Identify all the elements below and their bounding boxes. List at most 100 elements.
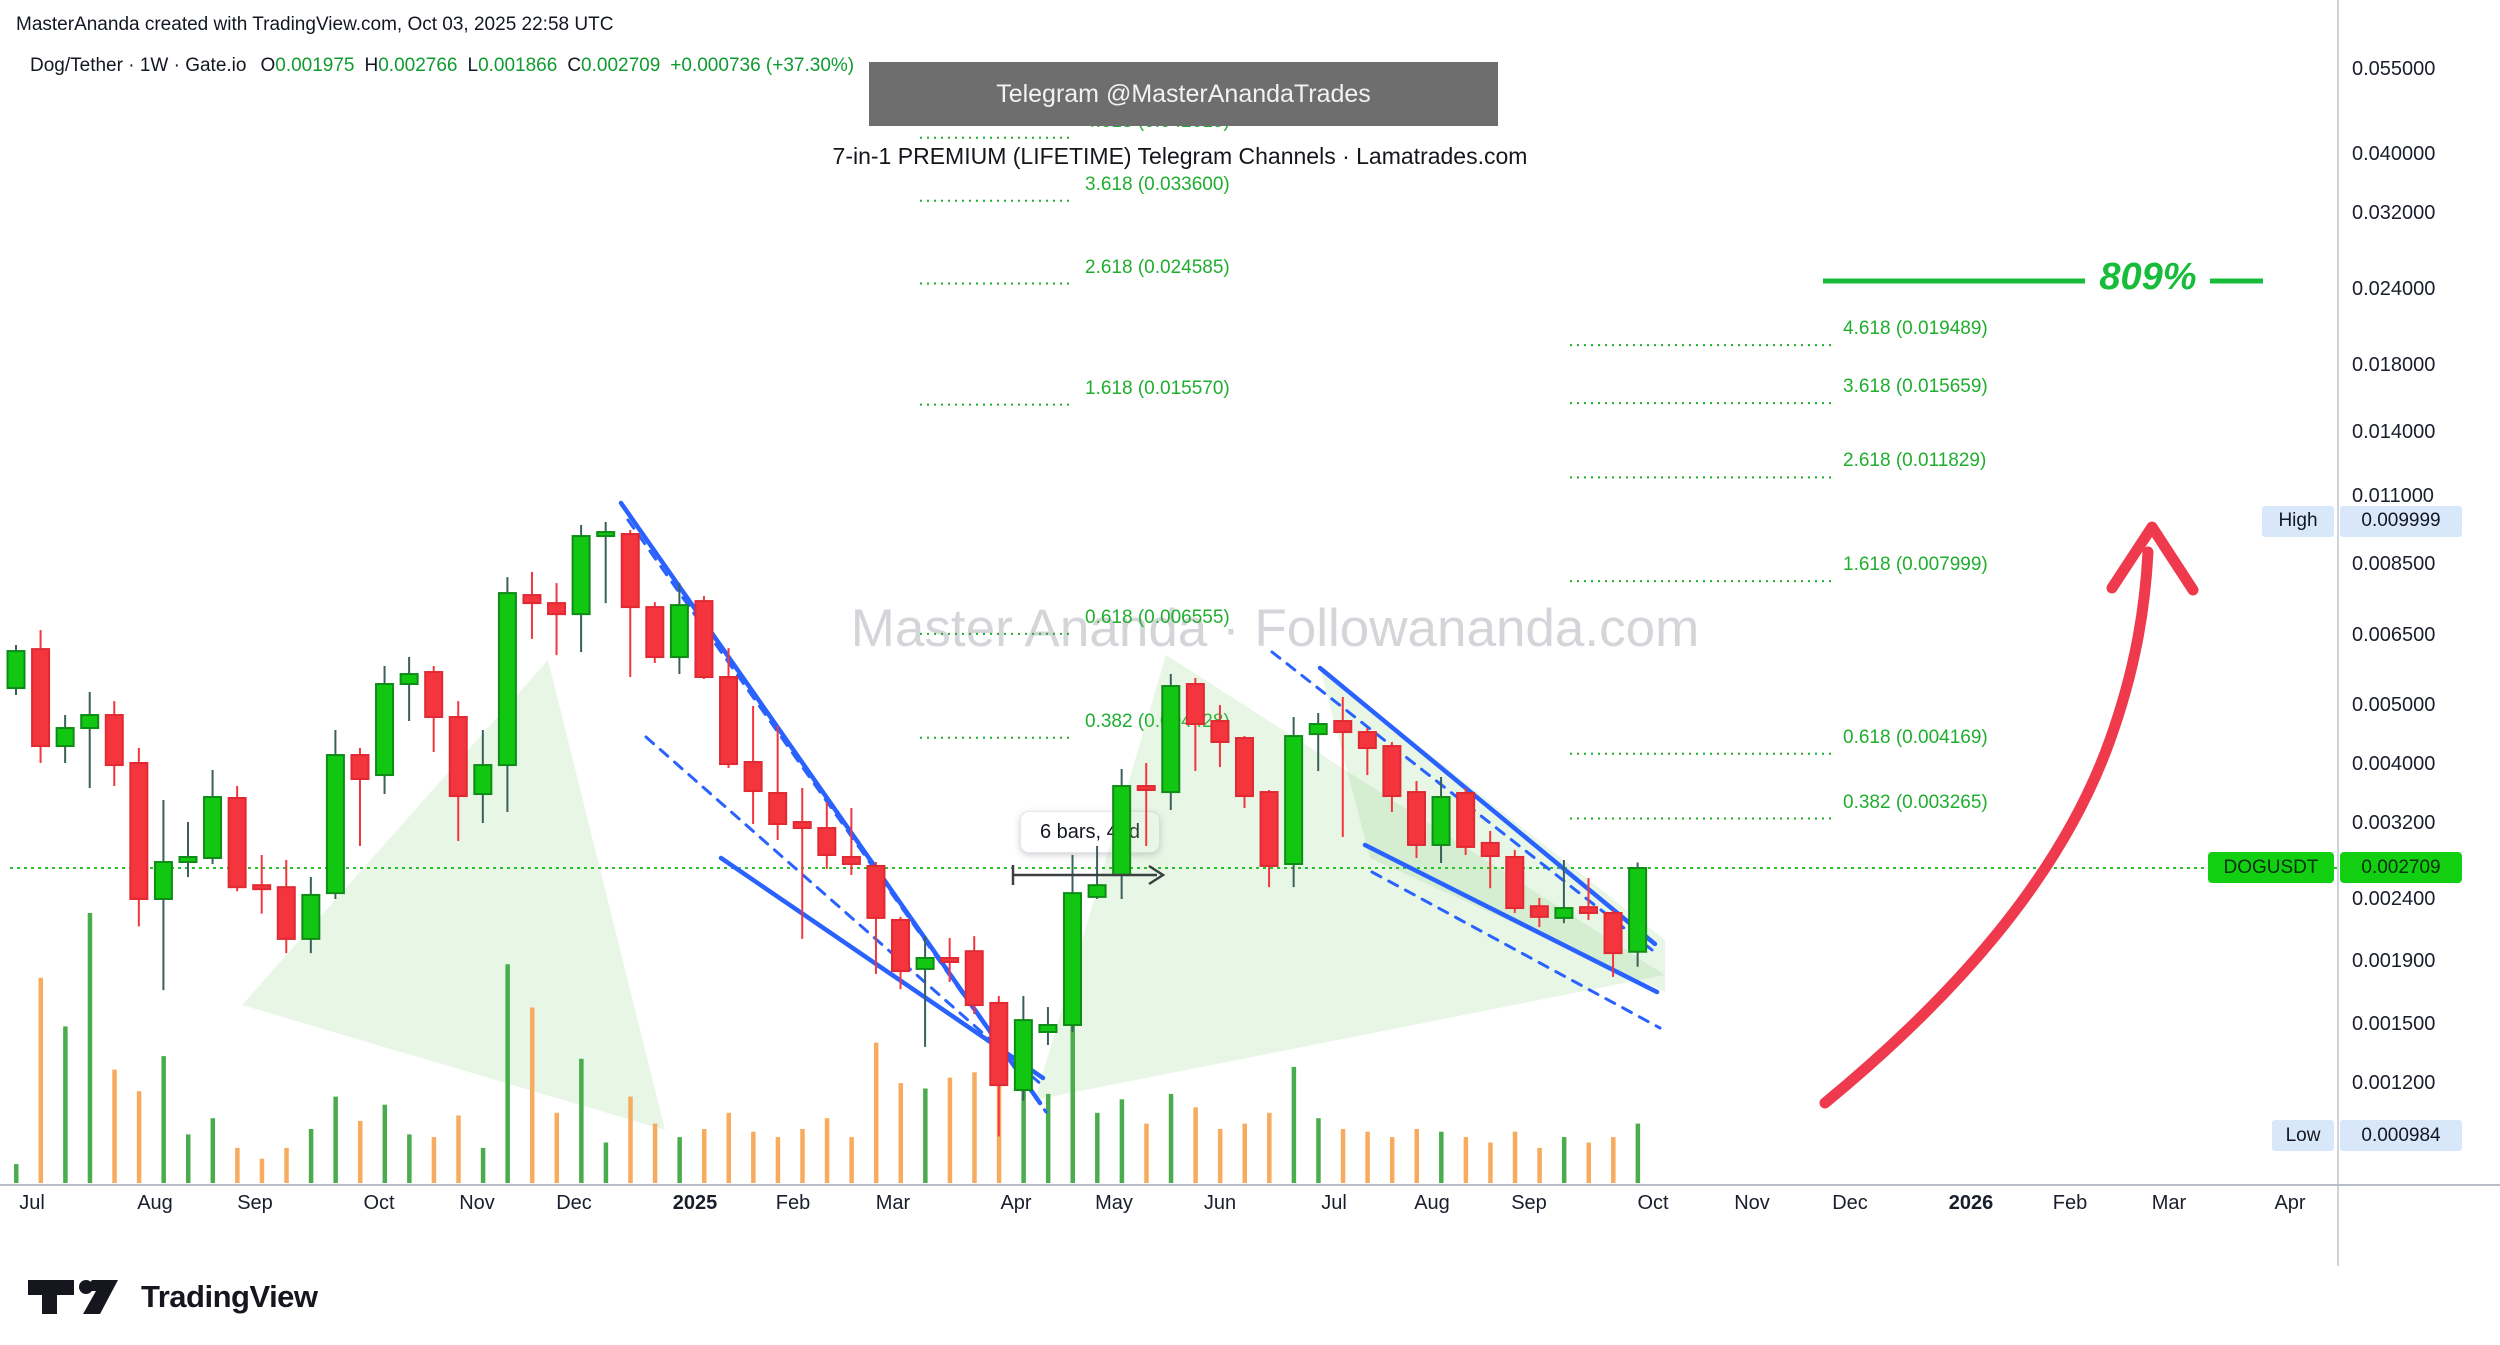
candle-down (964, 950, 984, 1007)
candle-up (1431, 796, 1451, 846)
candle-down (104, 714, 124, 767)
candle-up (497, 592, 517, 767)
volume-bar (579, 1058, 584, 1183)
candle-down (694, 600, 714, 679)
trendline-solid (1362, 842, 1660, 995)
volume-bar (333, 1096, 338, 1183)
volume-bar (1168, 1093, 1174, 1183)
candle-down (989, 1001, 1009, 1087)
candle-down (1210, 720, 1230, 744)
volume-bar (800, 1129, 805, 1183)
volume-bar (972, 1072, 977, 1183)
volume-bar (873, 1042, 879, 1183)
volume-bar (1119, 1099, 1125, 1183)
volume-bar (38, 977, 44, 1183)
candle-up (55, 727, 75, 748)
candle-up (1284, 735, 1304, 866)
volume-bar (554, 1112, 560, 1183)
volume-bar (1365, 1131, 1370, 1183)
time-axis-tick: Oct (363, 1192, 395, 1214)
volume-bar (1217, 1129, 1223, 1183)
volume-bar (235, 1147, 240, 1183)
candle-up (1038, 1023, 1058, 1033)
volume-bar (1512, 1131, 1518, 1183)
time-axis-tick: Mar (875, 1192, 911, 1214)
price-axis-tick: 0.002400 (2352, 888, 2436, 911)
time-axis-tick: May (1095, 1192, 1133, 1214)
symbol-title[interactable]: Dog/Tether · 1W · Gate.io (30, 55, 247, 76)
fib-right-level-label: 2.618 (0.011829) (1843, 450, 1987, 472)
candle-up (669, 604, 689, 659)
volume-bar (677, 1137, 682, 1183)
candle-down (1136, 785, 1156, 792)
volume-bar (1537, 1147, 1542, 1183)
candle-down (719, 676, 739, 766)
fib-right-level-label: 0.618 (0.004169) (1843, 726, 1988, 748)
telegram-banner-text: Telegram @MasterAnandaTrades (996, 79, 1371, 108)
ohlc-key: C (567, 55, 582, 76)
time-axis-tick: Sep (237, 1192, 273, 1214)
time-axis-tick: Feb (775, 1192, 811, 1214)
volume-bar (357, 1120, 363, 1183)
ohlc-value: 0.002709 (581, 55, 661, 76)
tradingview-logo-text: TradingView (141, 1279, 318, 1314)
price-axis-tick: 0.003200 (2352, 811, 2436, 834)
volume-bar (1561, 1137, 1567, 1183)
time-axis-tick: Feb (2052, 1192, 2088, 1214)
watermark: Master Ananda · Followananda.com (850, 599, 1700, 658)
trendline-solid (618, 500, 1043, 1106)
volume-bar (824, 1118, 830, 1183)
ohlc-value: 0.001866 (478, 55, 558, 76)
last-price-value-tag: 0.002709 (2340, 852, 2462, 883)
candle-down (1529, 905, 1549, 918)
wave-zone (242, 660, 665, 1130)
high-price-value: 0.009999 (2340, 505, 2462, 537)
volume-bar (14, 1164, 19, 1183)
price-axis-tick: 0.005000 (2352, 693, 2436, 716)
price-axis-tick: 0.001900 (2352, 950, 2436, 972)
volume-bar (1242, 1123, 1247, 1183)
volume-bar (284, 1147, 289, 1183)
volume-bar (1414, 1129, 1419, 1183)
candle-down (1259, 791, 1279, 867)
candle-up (399, 673, 419, 686)
candle-down (1480, 841, 1500, 858)
candle-up (178, 855, 198, 864)
time-axis-tick: Apr (1000, 1192, 1032, 1214)
time-axis-tick: Aug (137, 1192, 173, 1214)
volume-bar (407, 1134, 412, 1183)
candle-down (1357, 731, 1377, 750)
candle-down (792, 821, 812, 830)
fib-right-level-label: 3.618 (0.015659) (1843, 376, 1988, 398)
volume-bar (1586, 1142, 1591, 1183)
volume-bar (1340, 1129, 1346, 1183)
projection-arrow-shaft (1819, 546, 2154, 1109)
tradingview-logo[interactable]: TradingView (26, 1276, 318, 1318)
price-axis-tick: 0.024000 (2352, 277, 2436, 300)
candle-up (571, 535, 591, 616)
candle-down (1235, 737, 1254, 798)
candle-down (620, 533, 640, 609)
candle-up (1087, 884, 1107, 898)
candle-down (940, 956, 960, 964)
volume-bar (1291, 1066, 1297, 1183)
volume-bar (947, 1077, 953, 1183)
candle-up (473, 764, 493, 796)
volume-bar (1463, 1137, 1469, 1183)
volume-bar (1070, 1023, 1076, 1183)
volume-bar (456, 1115, 461, 1183)
candle-up (375, 683, 395, 777)
measure-arrowhead (1148, 864, 1166, 886)
low-price-badge: Low (2272, 1120, 2334, 1152)
candle-down (424, 671, 444, 719)
symbol-legend[interactable]: Dog/Tether · 1W · Gate.io O0.001975 H0.002… (30, 55, 854, 77)
volume-bar (87, 913, 93, 1183)
fib-right-level-label: 0.382 (0.003265) (1843, 791, 1988, 813)
candle-up (1308, 723, 1328, 736)
candle-down (350, 754, 370, 781)
volume-bar (1021, 1048, 1026, 1183)
volume-bar (898, 1083, 904, 1183)
candle-down (841, 855, 861, 866)
